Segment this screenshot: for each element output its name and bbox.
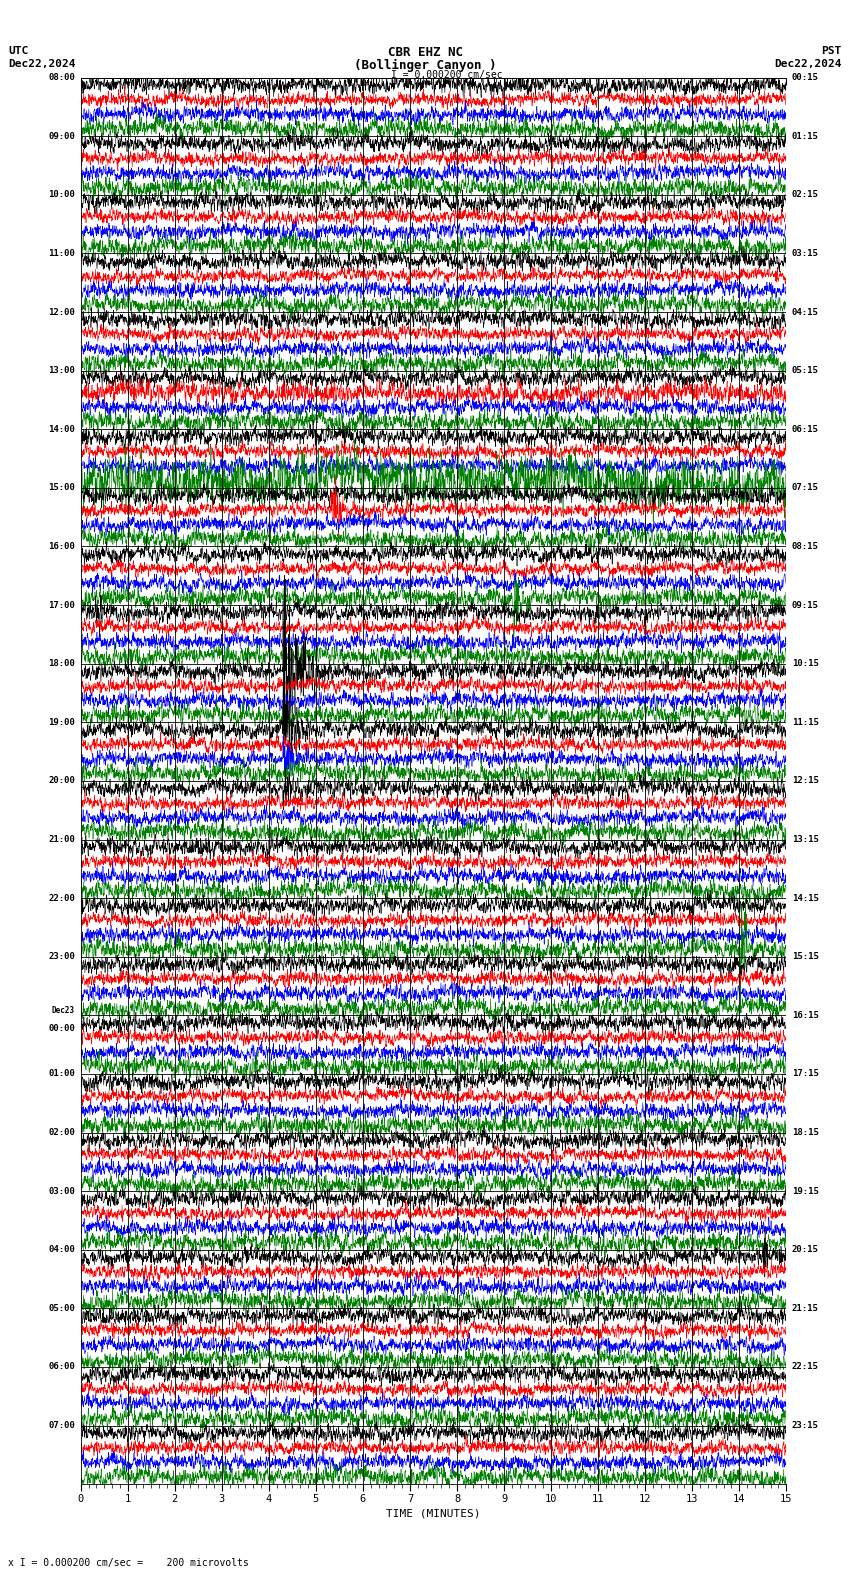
- Text: 06:00: 06:00: [48, 1362, 75, 1372]
- Text: 16:00: 16:00: [48, 542, 75, 551]
- Text: 18:15: 18:15: [792, 1128, 819, 1137]
- Text: 20:15: 20:15: [792, 1245, 819, 1255]
- Text: 19:00: 19:00: [48, 718, 75, 727]
- Text: 08:15: 08:15: [792, 542, 819, 551]
- Text: CBR EHZ NC: CBR EHZ NC: [388, 46, 462, 59]
- Text: 09:00: 09:00: [48, 131, 75, 141]
- Text: 05:15: 05:15: [792, 366, 819, 375]
- Text: x I = 0.000200 cm/sec =    200 microvolts: x I = 0.000200 cm/sec = 200 microvolts: [8, 1559, 249, 1568]
- Text: 22:00: 22:00: [48, 893, 75, 903]
- Text: 03:00: 03:00: [48, 1186, 75, 1196]
- Text: 12:00: 12:00: [48, 307, 75, 317]
- Text: 23:15: 23:15: [792, 1421, 819, 1430]
- Text: 01:00: 01:00: [48, 1069, 75, 1079]
- Text: 10:15: 10:15: [792, 659, 819, 668]
- Text: Dec22,2024: Dec22,2024: [8, 59, 76, 68]
- Text: 04:15: 04:15: [792, 307, 819, 317]
- Text: 19:15: 19:15: [792, 1186, 819, 1196]
- Text: 11:15: 11:15: [792, 718, 819, 727]
- Text: 06:15: 06:15: [792, 425, 819, 434]
- Text: 22:15: 22:15: [792, 1362, 819, 1372]
- Text: 17:00: 17:00: [48, 600, 75, 610]
- Text: 16:15: 16:15: [792, 1011, 819, 1020]
- Text: 23:00: 23:00: [48, 952, 75, 961]
- Text: 21:15: 21:15: [792, 1304, 819, 1313]
- Text: 17:15: 17:15: [792, 1069, 819, 1079]
- Text: 08:00: 08:00: [48, 73, 75, 82]
- Text: 11:00: 11:00: [48, 249, 75, 258]
- Text: 18:00: 18:00: [48, 659, 75, 668]
- Text: PST: PST: [821, 46, 842, 55]
- Text: 15:15: 15:15: [792, 952, 819, 961]
- Text: 01:15: 01:15: [792, 131, 819, 141]
- Text: 21:00: 21:00: [48, 835, 75, 844]
- Text: 05:00: 05:00: [48, 1304, 75, 1313]
- Text: 15:00: 15:00: [48, 483, 75, 493]
- Text: 13:15: 13:15: [792, 835, 819, 844]
- Text: 03:15: 03:15: [792, 249, 819, 258]
- Text: 09:15: 09:15: [792, 600, 819, 610]
- Text: 00:00: 00:00: [48, 1025, 75, 1033]
- Text: Dec23: Dec23: [52, 1006, 75, 1015]
- Text: 07:15: 07:15: [792, 483, 819, 493]
- Text: 13:00: 13:00: [48, 366, 75, 375]
- Text: 20:00: 20:00: [48, 776, 75, 786]
- Text: 02:00: 02:00: [48, 1128, 75, 1137]
- Text: Dec22,2024: Dec22,2024: [774, 59, 842, 68]
- Text: 10:00: 10:00: [48, 190, 75, 200]
- Text: UTC: UTC: [8, 46, 29, 55]
- Text: 14:15: 14:15: [792, 893, 819, 903]
- Text: 02:15: 02:15: [792, 190, 819, 200]
- Text: 00:15: 00:15: [792, 73, 819, 82]
- Text: 12:15: 12:15: [792, 776, 819, 786]
- Text: (Bollinger Canyon ): (Bollinger Canyon ): [354, 59, 496, 71]
- Text: 04:00: 04:00: [48, 1245, 75, 1255]
- Text: 14:00: 14:00: [48, 425, 75, 434]
- X-axis label: TIME (MINUTES): TIME (MINUTES): [386, 1508, 481, 1517]
- Text: I = 0.000200 cm/sec: I = 0.000200 cm/sec: [391, 70, 502, 79]
- Text: 07:00: 07:00: [48, 1421, 75, 1430]
